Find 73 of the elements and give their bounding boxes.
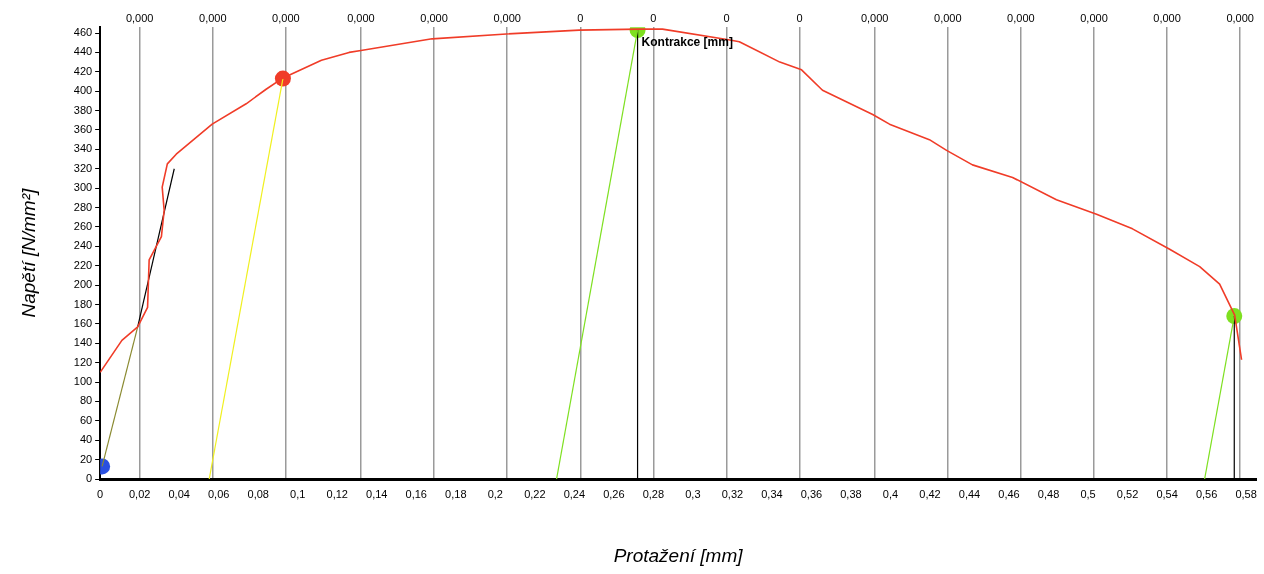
x2-tick-label: 0,000 xyxy=(420,11,448,24)
y-tick-label: 40 xyxy=(79,433,93,446)
y-tick-label: 440 xyxy=(73,45,93,58)
x-tick-label: 0,08 xyxy=(247,487,269,500)
x2-tick-label: 0,000 xyxy=(934,11,962,24)
x2-tick-label: 0,000 xyxy=(1153,11,1181,24)
y-tick-label: 20 xyxy=(79,452,93,465)
x2-tick-label: 0,000 xyxy=(1226,11,1254,24)
y-tick-label: 0 xyxy=(86,472,93,485)
x2-tick-label: 0,000 xyxy=(1007,11,1035,24)
x2-tick-label: 0 xyxy=(577,11,584,24)
x-axis-title: Protažení [mm] xyxy=(613,544,744,566)
y-tick-label: 380 xyxy=(73,103,93,116)
y-tick-label: 280 xyxy=(73,200,93,213)
x-tick-label: 0,42 xyxy=(919,487,941,500)
y-tick-label: 460 xyxy=(73,26,93,39)
y-tick-label: 320 xyxy=(73,161,93,174)
x-tick-label: 0,04 xyxy=(168,487,190,500)
y-tick-label: 180 xyxy=(73,297,93,310)
y-tick-label: 260 xyxy=(73,219,93,232)
x2-tick-label: 0,000 xyxy=(1080,11,1108,24)
x-tick-label: 0,16 xyxy=(405,487,427,500)
y-tick-label: 100 xyxy=(73,375,93,388)
x2-tick-label: 0 xyxy=(650,11,657,24)
x-tick-label: 0,34 xyxy=(761,487,783,500)
x-tick-label: 0,22 xyxy=(524,487,546,500)
y-tick-label: 360 xyxy=(73,123,93,135)
x-tick-label: 0,06 xyxy=(207,487,230,500)
x2-tick-label: 0 xyxy=(796,11,803,24)
y-axis-title: Napětí [N/mm²] xyxy=(17,187,39,318)
y-tick-label: 80 xyxy=(79,394,93,407)
x-tick-label: 0,52 xyxy=(1116,487,1139,500)
y-tick-label: 120 xyxy=(73,355,93,368)
x-tick-label: 0,38 xyxy=(840,487,862,500)
x-tick-label: 0,44 xyxy=(958,487,981,500)
y-tick-label: 220 xyxy=(73,258,93,271)
x-tick-label: 0,36 xyxy=(800,487,823,500)
x-tick-label: 0,48 xyxy=(1037,487,1060,500)
x-tick-label: 0,1 xyxy=(290,487,306,500)
y-tick-label: 60 xyxy=(79,413,93,426)
x-tick-label: 0,28 xyxy=(642,487,665,500)
x2-tick-label: 0,000 xyxy=(199,11,227,24)
x-tick-label: 0,5 xyxy=(1080,487,1096,500)
y-tick-label: 240 xyxy=(73,239,93,252)
x2-tick-label: 0,000 xyxy=(860,11,889,24)
annotation: Kontrakce [mm] xyxy=(641,35,733,50)
x-tick-label: 0,32 xyxy=(721,487,744,500)
x-tick-label: 0,3 xyxy=(685,487,701,500)
y-tick-label: 400 xyxy=(73,84,93,97)
x-tick-label: 0,02 xyxy=(128,487,151,500)
y-tick-label: 200 xyxy=(73,278,93,291)
x2-tick-label: 0,000 xyxy=(125,11,154,24)
y-tick-label: 420 xyxy=(73,64,93,77)
x-tick-label: 0,58 xyxy=(1235,487,1257,500)
x-tick-label: 0,54 xyxy=(1156,487,1178,500)
x2-tick-label: 0,000 xyxy=(347,11,375,24)
x-tick-label: 0,18 xyxy=(445,487,467,500)
x-tick-label: 0,26 xyxy=(603,487,625,500)
x-tick-label: 0 xyxy=(97,487,104,500)
x-tick-label: 0,14 xyxy=(366,487,388,500)
x2-tick-label: 0 xyxy=(723,11,730,24)
x-tick-label: 0,56 xyxy=(1195,487,1218,500)
x2-tick-label: 0,000 xyxy=(493,11,521,24)
x-tick-label: 0,24 xyxy=(563,487,586,500)
x-tick-label: 0,12 xyxy=(326,487,348,500)
y-tick-label: 140 xyxy=(73,336,93,349)
x-tick-label: 0,4 xyxy=(882,487,899,500)
x-tick-label: 0,2 xyxy=(487,487,503,500)
y-tick-label: 340 xyxy=(73,142,93,155)
x-tick-label: 0,46 xyxy=(998,487,1020,500)
y-tick-label: 300 xyxy=(73,181,93,194)
y-tick-label: 160 xyxy=(73,316,93,329)
x2-tick-label: 0,000 xyxy=(272,11,300,24)
